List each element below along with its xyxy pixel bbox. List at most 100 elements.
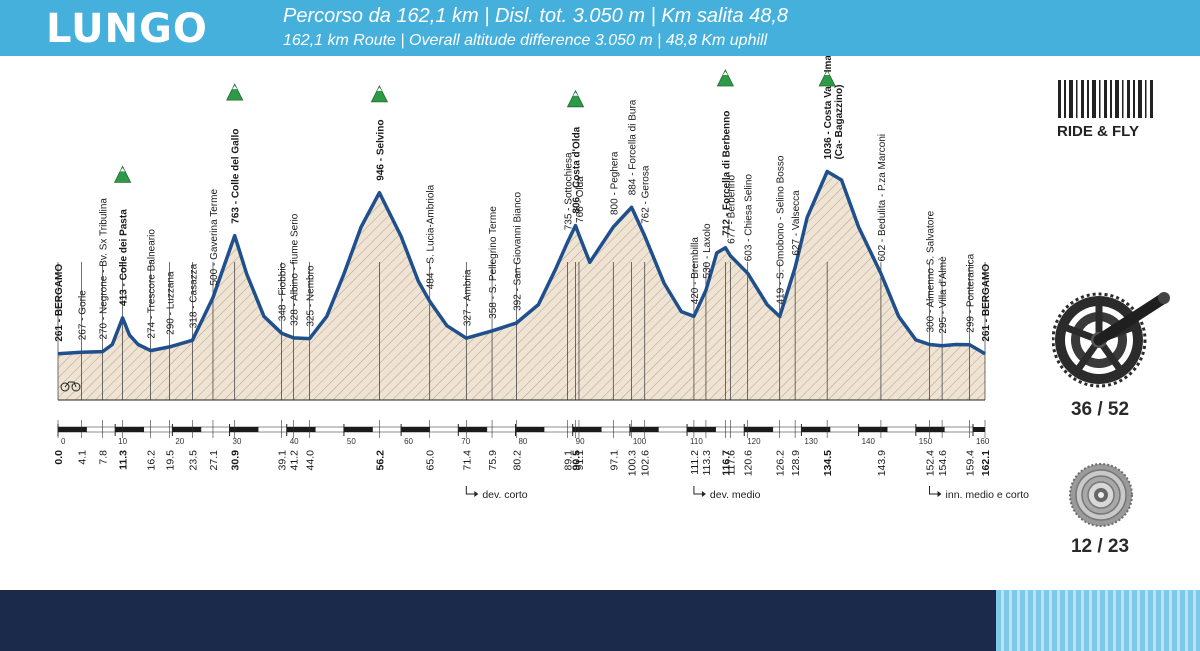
waypoint-name-label: 328 - Albino - fiume Serio <box>290 213 301 326</box>
km-scale-segment <box>400 426 430 433</box>
x-tick-label: 150 <box>919 437 933 446</box>
mountain-peak-snow <box>722 71 728 75</box>
barcode-icon <box>1058 80 1154 118</box>
x-tick-label: 60 <box>404 437 413 446</box>
waypoint-km-label: 128.9 <box>790 450 802 476</box>
footer-stripes <box>996 590 1200 651</box>
waypoint-name-label: 318 - Casazza <box>188 263 199 328</box>
deviation-arrowhead <box>701 491 706 497</box>
waypoint-km-label: 4.1 <box>76 450 88 465</box>
bicycle-icon <box>60 382 70 392</box>
waypoint-name-label: 261 - BERGAMO <box>981 264 992 342</box>
deviation-arrowhead <box>474 491 479 497</box>
km-scale-segment <box>572 426 602 433</box>
deviation-arrow <box>465 486 475 495</box>
deviation-arrow <box>693 486 702 495</box>
x-tick-label: 90 <box>576 437 585 446</box>
waypoint-km-label: 56.2 <box>374 450 386 471</box>
km-scale-segment <box>601 426 631 433</box>
km-scale-segment <box>257 426 287 433</box>
deviation-label: inn. medio e corto <box>946 489 1030 501</box>
waypoint-name-label: 602 - Bedulita - P.za Marconi <box>877 134 888 262</box>
chainring-icon <box>1051 288 1172 398</box>
waypoint-name-label: 603 - Chiesa Selino <box>744 174 755 262</box>
waypoint-name-label: 530 - Laxolo <box>702 223 713 278</box>
waypoint-name-label: 270 - Negrone - Bv. Sx Tribulina <box>99 198 110 340</box>
km-scale-segment <box>829 426 859 433</box>
route-summary-italian: Percorso da 162,1 km | Disl. tot. 3.050 … <box>283 5 789 27</box>
waypoint-name-label: 327 - Ambria <box>462 269 473 326</box>
waypoint-name-label: 677 - Berbenno <box>727 175 738 244</box>
waypoint-km-label: 159.4 <box>965 450 977 476</box>
page-title: LUNGO <box>46 6 208 52</box>
waypoint-km-label: 71.4 <box>461 450 473 471</box>
waypoint-name-label: 420 - Brembilla <box>690 237 701 305</box>
waypoint-km-label: 126.2 <box>775 450 787 476</box>
km-scale-segment <box>229 426 259 433</box>
waypoint-km-label: 143.9 <box>876 450 888 476</box>
waypoint-km-label: 19.5 <box>165 450 177 471</box>
waypoint-km-label: 27.1 <box>208 450 220 471</box>
waypoint-km-label: 116.7 <box>720 450 732 476</box>
waypoint-name-label: 763 - Colle del Gallo <box>231 129 242 224</box>
mountain-peak-snow <box>120 167 126 172</box>
waypoint-name-label: 762 - Gerosa <box>641 165 652 224</box>
waypoint-name-label: 392 - San Giovanni Bianco <box>513 191 524 310</box>
mountain-peak-icon <box>370 84 389 103</box>
km-scale-segment <box>743 426 774 433</box>
km-scale-segment <box>543 426 573 433</box>
waypoint-km-label: 111.2 <box>689 450 701 475</box>
km-scale-segment <box>658 426 688 433</box>
km-scale-segment <box>801 426 831 433</box>
waypoint-km-label: 75.9 <box>487 450 499 471</box>
waypoint-name-label: 884 - Forcella di Bura <box>628 99 639 195</box>
rear-gear-ratio: 12 / 23 <box>1070 536 1130 557</box>
km-scale-segment <box>315 426 345 433</box>
waypoint-name-label: (Ca- Bagazzino) <box>834 85 845 160</box>
waypoint-name-label: 627 - Valsecca <box>791 190 802 256</box>
front-gear-ratio: 36 / 52 <box>1070 399 1130 420</box>
km-scale-segment <box>172 426 202 433</box>
elevation-profile-chart: 0 10 20 30 40 50 60 70 80 90 100 110 120 130 140 150 160… <box>53 56 1030 501</box>
deviation-arrowhead <box>937 491 942 497</box>
x-tick-label: 80 <box>518 437 527 446</box>
x-tick-label: 140 <box>862 437 876 446</box>
bicycle-icon-wheel <box>71 382 81 392</box>
waypoint-km-label: 113.3 <box>701 450 713 476</box>
x-tick-label: 40 <box>290 437 299 446</box>
route-summary-english: 162,1 km Route | Overall altitude differ… <box>283 32 768 49</box>
cassette-icon <box>1068 462 1134 533</box>
waypoint-km-label: 11.3 <box>118 450 130 470</box>
waypoint-name-label: 295 - Villa d'Almè <box>938 256 949 334</box>
km-scale-segment <box>915 426 945 433</box>
mountain-peak-icon <box>716 69 735 87</box>
km-scale-segment <box>686 426 716 433</box>
waypoint-name-label: 358 - S. Pellegrino Terme <box>488 206 499 319</box>
x-tick-label: 70 <box>461 437 470 446</box>
x-tick-label: 20 <box>175 437 184 446</box>
x-tick-label: 10 <box>118 437 127 446</box>
km-scale-segment <box>429 426 459 433</box>
mountain-peak-icon <box>226 83 244 101</box>
waypoint-name-label: 348 - Fiobbio <box>278 262 289 321</box>
x-tick-label: 100 <box>633 437 647 446</box>
km-scale-segment <box>143 426 173 433</box>
waypoint-name-label: 325 - Nembro <box>306 265 317 327</box>
profile-line <box>57 169 986 356</box>
km-scale-segment <box>57 426 87 433</box>
km-scale-segment <box>486 426 516 433</box>
mountain-peak-snow <box>824 71 830 75</box>
waypoint-name-label: 290 - Luzzana <box>166 271 177 335</box>
waypoint-km-label: 65.0 <box>425 450 437 471</box>
waypoint-km-label: 100.3 <box>627 450 639 476</box>
x-tick-label: 0 <box>61 437 66 446</box>
waypoint-km-label: 102.6 <box>640 450 652 476</box>
x-tick-label: 120 <box>747 437 761 446</box>
waypoint-km-label: 7.8 <box>98 450 110 465</box>
waypoint-name-label: 766 - Olda <box>575 176 586 223</box>
km-scale-segment <box>886 426 917 433</box>
km-scale-segment <box>972 427 985 432</box>
waypoint-km-label: 152.4 <box>925 450 937 476</box>
waypoint-km-label: 41.2 <box>289 450 301 471</box>
waypoint-name-label: 413 - Colle dei Pasta <box>119 209 130 306</box>
